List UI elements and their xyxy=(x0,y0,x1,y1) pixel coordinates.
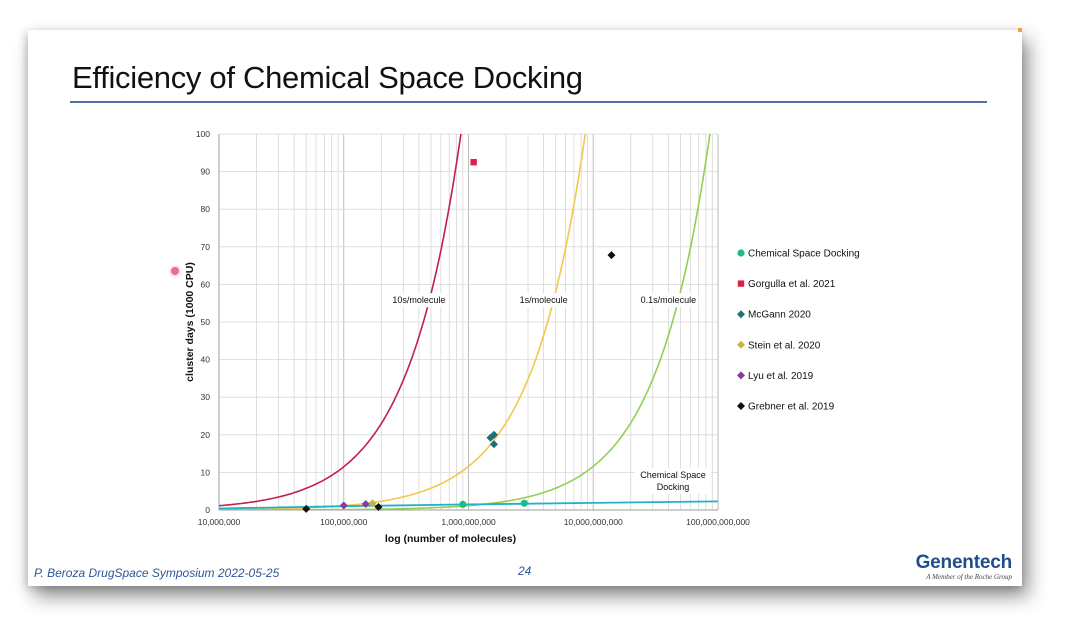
point-mcgann-2020 xyxy=(489,440,498,449)
curve-0-1s-molecule xyxy=(219,134,711,510)
curve-chemical-space-docking xyxy=(219,500,718,510)
y-tick-label: 40 xyxy=(201,355,211,365)
point-grebner-et-al-2019 xyxy=(302,504,311,513)
curve-label: 1s/molecule xyxy=(520,295,568,305)
curve-label-bg xyxy=(388,293,449,308)
brand-logo: Genentech A Member of the Roche Group xyxy=(915,552,1013,581)
point-lyu-et-al-2019 xyxy=(361,499,370,508)
corner-mark xyxy=(1018,28,1022,32)
point-mcgann-2020 xyxy=(489,430,498,439)
y-tick-label: 100 xyxy=(196,129,210,139)
y-tick-label: 10 xyxy=(201,467,211,477)
x-tick-label: 1,000,000,000 xyxy=(441,517,496,527)
point-gorgulla-et-al-2021 xyxy=(470,159,477,166)
legend-marker xyxy=(737,310,745,319)
label-layer: 0 10 20 30 40 50 60 70 80 90 100 10,000,000 100,000,… xyxy=(184,129,750,545)
legend-marker xyxy=(737,249,745,257)
legend-label: Lyu et al. 2019 xyxy=(748,371,814,382)
curve-label: Chemical Space xyxy=(640,470,706,480)
curve-label: Docking xyxy=(657,482,690,492)
x-tick-label: 10,000,000 xyxy=(198,517,241,527)
curve-layer xyxy=(219,134,718,510)
point-chemical-space-docking xyxy=(459,500,467,508)
y-tick-label: 80 xyxy=(201,204,211,214)
y-axis-title: cluster days (1000 CPU) xyxy=(184,262,196,382)
curve-label-bg xyxy=(513,293,574,308)
curve-1s-molecule xyxy=(219,134,587,510)
legend-label: Stein et al. 2020 xyxy=(748,340,821,351)
legend-label: Gorgulla et al. 2021 xyxy=(748,279,836,290)
laser-pointer-dot xyxy=(171,267,179,275)
y-tick-label: 30 xyxy=(201,392,211,402)
legend: Chemical Space Docking Gorgulla et al. 20… xyxy=(737,249,860,413)
point-grebner-et-al-2019 xyxy=(374,502,383,511)
title-divider xyxy=(70,101,987,103)
curve-label-bg xyxy=(638,293,699,308)
grid-layer xyxy=(218,133,719,511)
point-grebner-et-al-2019 xyxy=(607,251,616,260)
curve-label-bg xyxy=(635,468,711,494)
y-tick-label: 0 xyxy=(205,505,210,515)
curve-label: 10s/molecule xyxy=(392,295,445,305)
y-tick-label: 70 xyxy=(201,242,211,252)
legend-label: McGann 2020 xyxy=(748,310,811,321)
y-tick-label: 50 xyxy=(201,317,211,327)
curve-label: 0.1s/molecule xyxy=(641,295,697,305)
point-lyu-et-al-2019 xyxy=(339,501,348,510)
x-tick-label: 100,000,000 xyxy=(320,517,368,527)
legend-marker xyxy=(737,371,745,380)
brand-name: Genentech xyxy=(915,552,1013,573)
x-axis-title: log (number of molecules) xyxy=(385,533,516,545)
brand-subtitle: A Member of the Roche Group xyxy=(926,573,1012,581)
y-tick-label: 60 xyxy=(201,279,211,289)
legend-label: Grebner et al. 2019 xyxy=(748,402,835,413)
y-tick-label: 20 xyxy=(201,430,211,440)
x-tick-label: 100,000,000,000 xyxy=(686,517,750,527)
legend-marker xyxy=(737,340,745,349)
point-layer xyxy=(302,159,616,513)
legend-marker xyxy=(737,402,745,410)
legend-marker xyxy=(737,280,745,287)
point-stein-et-al-2020 xyxy=(368,499,377,508)
legend-label: Chemical Space Docking xyxy=(748,249,860,260)
y-tick-label: 90 xyxy=(201,167,211,177)
slide-title: Efficiency of Chemical Space Docking xyxy=(72,60,583,95)
point-chemical-space-docking xyxy=(520,499,528,507)
x-tick-label: 10,000,000,000 xyxy=(564,517,623,527)
page-number: 24 xyxy=(518,564,532,578)
footer-citation: P. Beroza DrugSpace Symposium 2022-05-25 xyxy=(34,566,280,580)
